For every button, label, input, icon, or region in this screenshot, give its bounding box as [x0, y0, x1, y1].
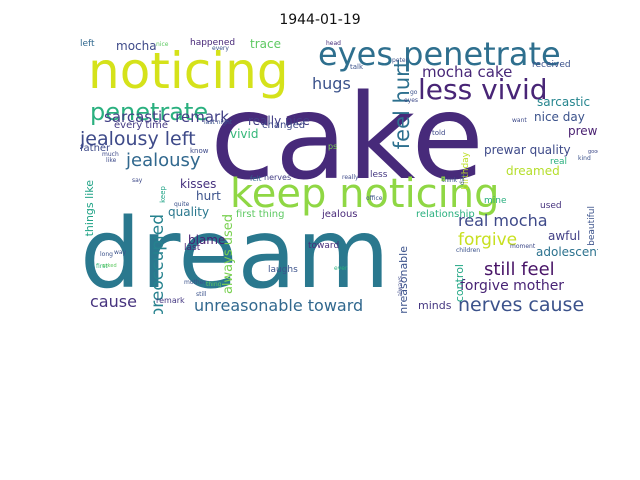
cloud-word: good: [588, 149, 598, 155]
cloud-word: still: [196, 291, 207, 298]
cloud-word: dreamed: [506, 164, 560, 178]
cloud-word: moment: [510, 243, 536, 250]
cloud-word: relationship: [416, 209, 475, 220]
cloud-word: feel hurt: [390, 60, 414, 150]
cloud-word: happened: [190, 38, 236, 48]
cloud-word: nerves: [264, 173, 292, 182]
cloud-word: received: [532, 60, 571, 70]
cloud-word: trace: [250, 38, 281, 51]
cloud-word: prewar: [568, 124, 598, 138]
cloud-word: still feel: [484, 259, 555, 280]
cloud-word: first: [96, 263, 108, 270]
cloud-word: nice day: [534, 110, 585, 124]
cloud-word: long: [100, 251, 113, 258]
cloud-word: eyes: [404, 97, 419, 104]
cloud-word: mocha: [116, 39, 157, 53]
cloud-word: jealousy: [126, 150, 201, 171]
word-cloud: cake dream noticing keep noticing eyes penet…: [80, 38, 598, 314]
cloud-word: first thing: [236, 209, 285, 220]
cloud-word: mocha cake: [422, 63, 513, 81]
cloud-word: awful: [548, 229, 581, 243]
cloud-word: cause: [90, 292, 137, 311]
cloud-word: dream: [80, 198, 390, 310]
cloud-word: jealous: [322, 209, 358, 220]
cloud-word: forgive mother: [460, 278, 565, 294]
cloud-word: hurt: [196, 189, 221, 203]
cloud-word: way: [114, 249, 127, 256]
cloud-word: real mocha: [458, 211, 548, 230]
cloud-word: jealousy left: [80, 128, 196, 150]
cloud-word: prewar quality: [484, 143, 571, 157]
cloud-word: affection: [80, 78, 82, 114]
cloud-word: keep noticing: [230, 171, 500, 217]
cloud-word: day: [459, 174, 466, 186]
cloud-word: father: [80, 143, 111, 154]
cloud-word: blame: [188, 233, 226, 247]
cloud-word: head: [326, 40, 341, 47]
cloud-word: thing: [206, 281, 222, 288]
cloud-word: always: [397, 276, 404, 297]
cloud-word: ever: [334, 265, 348, 272]
cloud-word: things like: [83, 180, 96, 237]
cloud-word: forgive: [458, 230, 518, 250]
cloud-word: told: [432, 129, 446, 137]
cloud-word: adolescents: [536, 245, 598, 259]
cloud-word: really: [342, 174, 359, 181]
cloud-word: kisses: [180, 177, 217, 191]
cloud-word: mother: [184, 279, 206, 286]
cloud-word: minds: [418, 299, 452, 312]
cloud-word: office: [366, 195, 383, 202]
cloud-word: mine: [484, 196, 507, 206]
cloud-word: last night: [204, 119, 233, 126]
cloud-word: control: [453, 264, 466, 303]
cloud-word: noticing: [88, 42, 289, 100]
plot-title: 1944-01-19: [279, 12, 361, 28]
cloud-word: think: [442, 177, 458, 184]
cloud-word: remark: [156, 296, 185, 305]
cloud-word: unreasonable toward: [194, 296, 364, 314]
cloud-word: keep: [159, 186, 167, 203]
cloud-word: say: [132, 177, 143, 184]
cloud-word: always used: [221, 214, 236, 295]
cloud-word: left: [80, 39, 95, 49]
cloud-word: sarcastic remark: [104, 108, 229, 126]
cloud-word: laughs: [268, 265, 298, 275]
cloud-word: beautiful: [587, 206, 597, 246]
cloud-word: like: [106, 157, 117, 164]
cloud-word: less vivid: [418, 73, 548, 106]
cloud-word: quite: [174, 201, 190, 208]
cloud-word: vivid: [230, 127, 259, 141]
cloud-word: ps: [328, 142, 338, 151]
cloud-word: nice: [156, 41, 169, 48]
cloud-word: every time: [114, 120, 169, 131]
cloud-word: want: [512, 117, 527, 124]
cloud-word: eyes penetrate: [318, 38, 561, 73]
cloud-word: last: [184, 243, 201, 253]
cloud-word: peter: [392, 57, 409, 64]
cloud-word: kind: [578, 155, 591, 162]
cloud-word: talk: [350, 63, 364, 71]
cloud-word: toward: [308, 241, 340, 251]
cloud-word: really nice: [248, 114, 310, 128]
cloud-word: used: [540, 201, 562, 211]
cloud-word: changed: [262, 120, 306, 131]
cloud-word: hugs: [312, 74, 351, 93]
cloud-word: less: [370, 170, 388, 180]
cloud-word: every: [212, 45, 229, 52]
cloud-word: penetrate: [90, 98, 209, 126]
cloud-word: children: [456, 247, 481, 254]
cloud-word: real: [550, 157, 568, 167]
cloud-word: felt: [250, 175, 262, 183]
cloud-word: nerves cause: [458, 294, 585, 315]
cloud-word: much: [102, 151, 119, 158]
cloud-word: go: [410, 89, 418, 96]
cloud-word: quality: [168, 205, 210, 219]
cloud-word: sarcastic: [537, 95, 591, 109]
cloud-word: know: [190, 147, 209, 155]
cloud-word: asked: [102, 263, 117, 269]
cloud-word: cake: [210, 68, 484, 206]
